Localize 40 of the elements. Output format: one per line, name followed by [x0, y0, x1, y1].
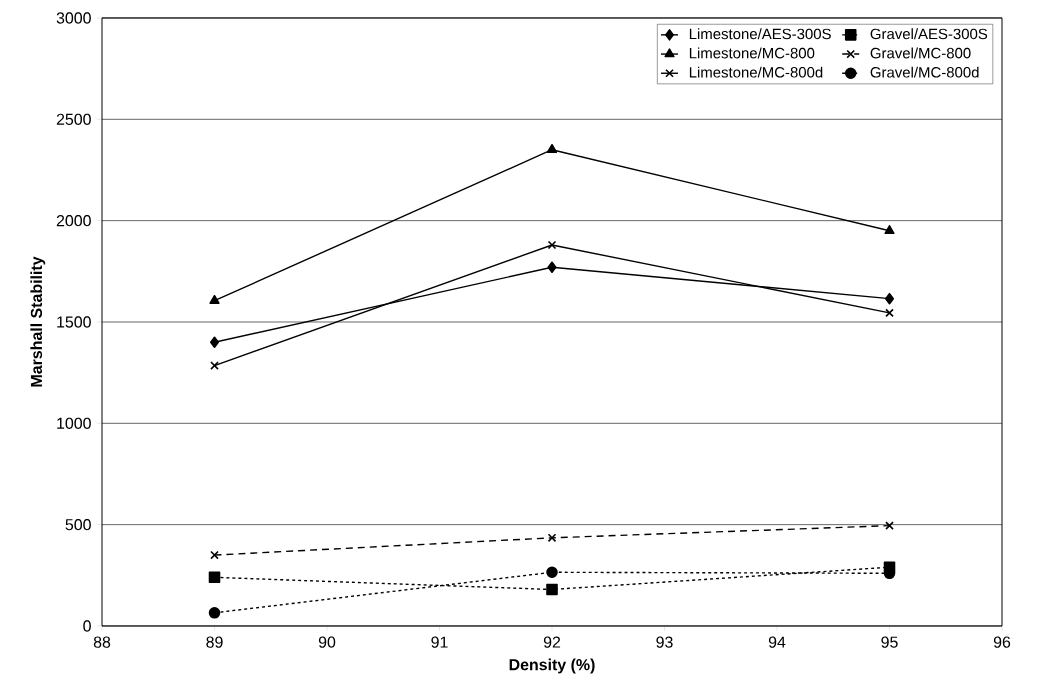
legend-label: Gravel/AES-300S — [870, 28, 988, 40]
x-tick-label: 94 — [768, 636, 786, 648]
x-tick-label: 95 — [881, 636, 898, 648]
point — [884, 292, 895, 305]
point — [208, 571, 221, 584]
x-tick-label: 89 — [206, 636, 223, 648]
x-tick-label: 90 — [318, 636, 336, 648]
legend-label: Gravel/MC-800d — [870, 66, 979, 78]
point — [885, 308, 894, 318]
point — [546, 566, 558, 579]
y-tick-label: 1500 — [57, 316, 91, 328]
y-tick-label: 1000 — [57, 417, 91, 429]
point — [210, 361, 219, 370]
legend-label: Gravel/MC-800 — [870, 47, 971, 59]
point — [210, 550, 219, 560]
point — [209, 294, 220, 304]
point — [209, 336, 220, 349]
y-tick-label: 3000 — [56, 12, 91, 24]
x-tick-label: 93 — [656, 636, 673, 648]
point — [546, 143, 558, 154]
point — [547, 240, 557, 250]
x-tick-label: 96 — [993, 636, 1011, 648]
point — [547, 261, 557, 274]
legend-label: Limestone/MC-800 — [689, 47, 815, 59]
y-tick-label: 2000 — [56, 215, 91, 227]
point — [884, 225, 895, 235]
y-tick-label: 500 — [65, 519, 91, 531]
point — [208, 607, 221, 619]
legend-label: Limestone/AES-300S — [689, 28, 831, 40]
y-tick-label: 2500 — [56, 113, 91, 125]
point — [885, 521, 894, 530]
y-tick-label: 0 — [83, 620, 91, 632]
x-tick-label: 92 — [543, 636, 561, 648]
x-axis-title: Density (%) — [509, 658, 595, 674]
x-tick-label: 88 — [93, 636, 111, 648]
point — [547, 533, 557, 543]
point — [546, 583, 558, 596]
legend-label: Limestone/MC-800d — [689, 66, 823, 78]
x-tick-label: 91 — [431, 636, 448, 648]
y-axis-title: Marshall Stability — [30, 256, 46, 387]
